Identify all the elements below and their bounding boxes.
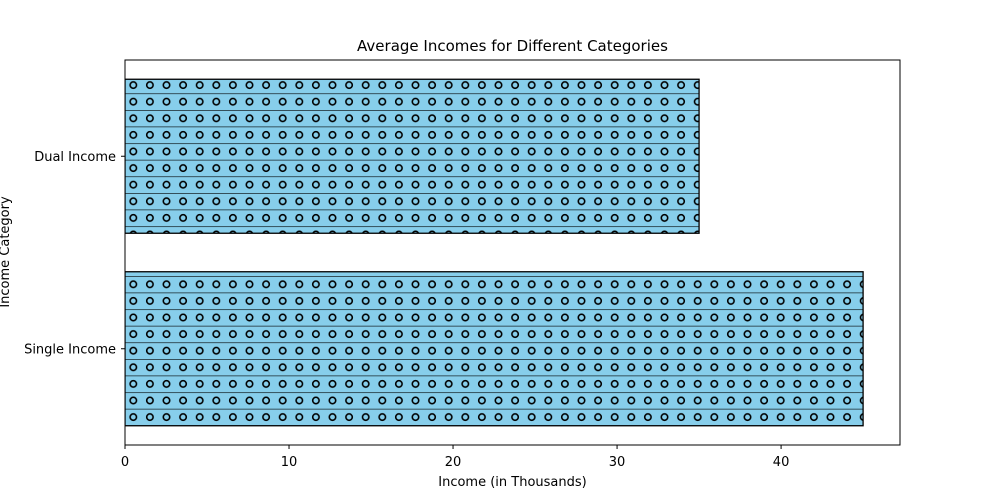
bars-layer [125,78,864,427]
y-tick-label: Dual Income [34,150,116,165]
plot-frame [124,59,901,446]
x-tick-label: 30 [609,455,626,470]
x-tick-label: 40 [773,455,790,470]
y-axis-label: Income Category [0,196,13,308]
bar-hatch-single-income [125,271,864,427]
x-tick-label: 0 [121,455,129,470]
chart-title: Average Incomes for Different Categories [357,37,668,55]
y-tick-label: Single Income [24,342,116,357]
x-tick-label: 20 [445,455,462,470]
axes-layer: Single Income Dual Income 0 10 20 30 40 [24,150,789,470]
x-tick-label: 10 [281,455,298,470]
bar-hatch-dual-income [125,78,700,234]
x-axis-label: Income (in Thousands) [438,475,586,490]
